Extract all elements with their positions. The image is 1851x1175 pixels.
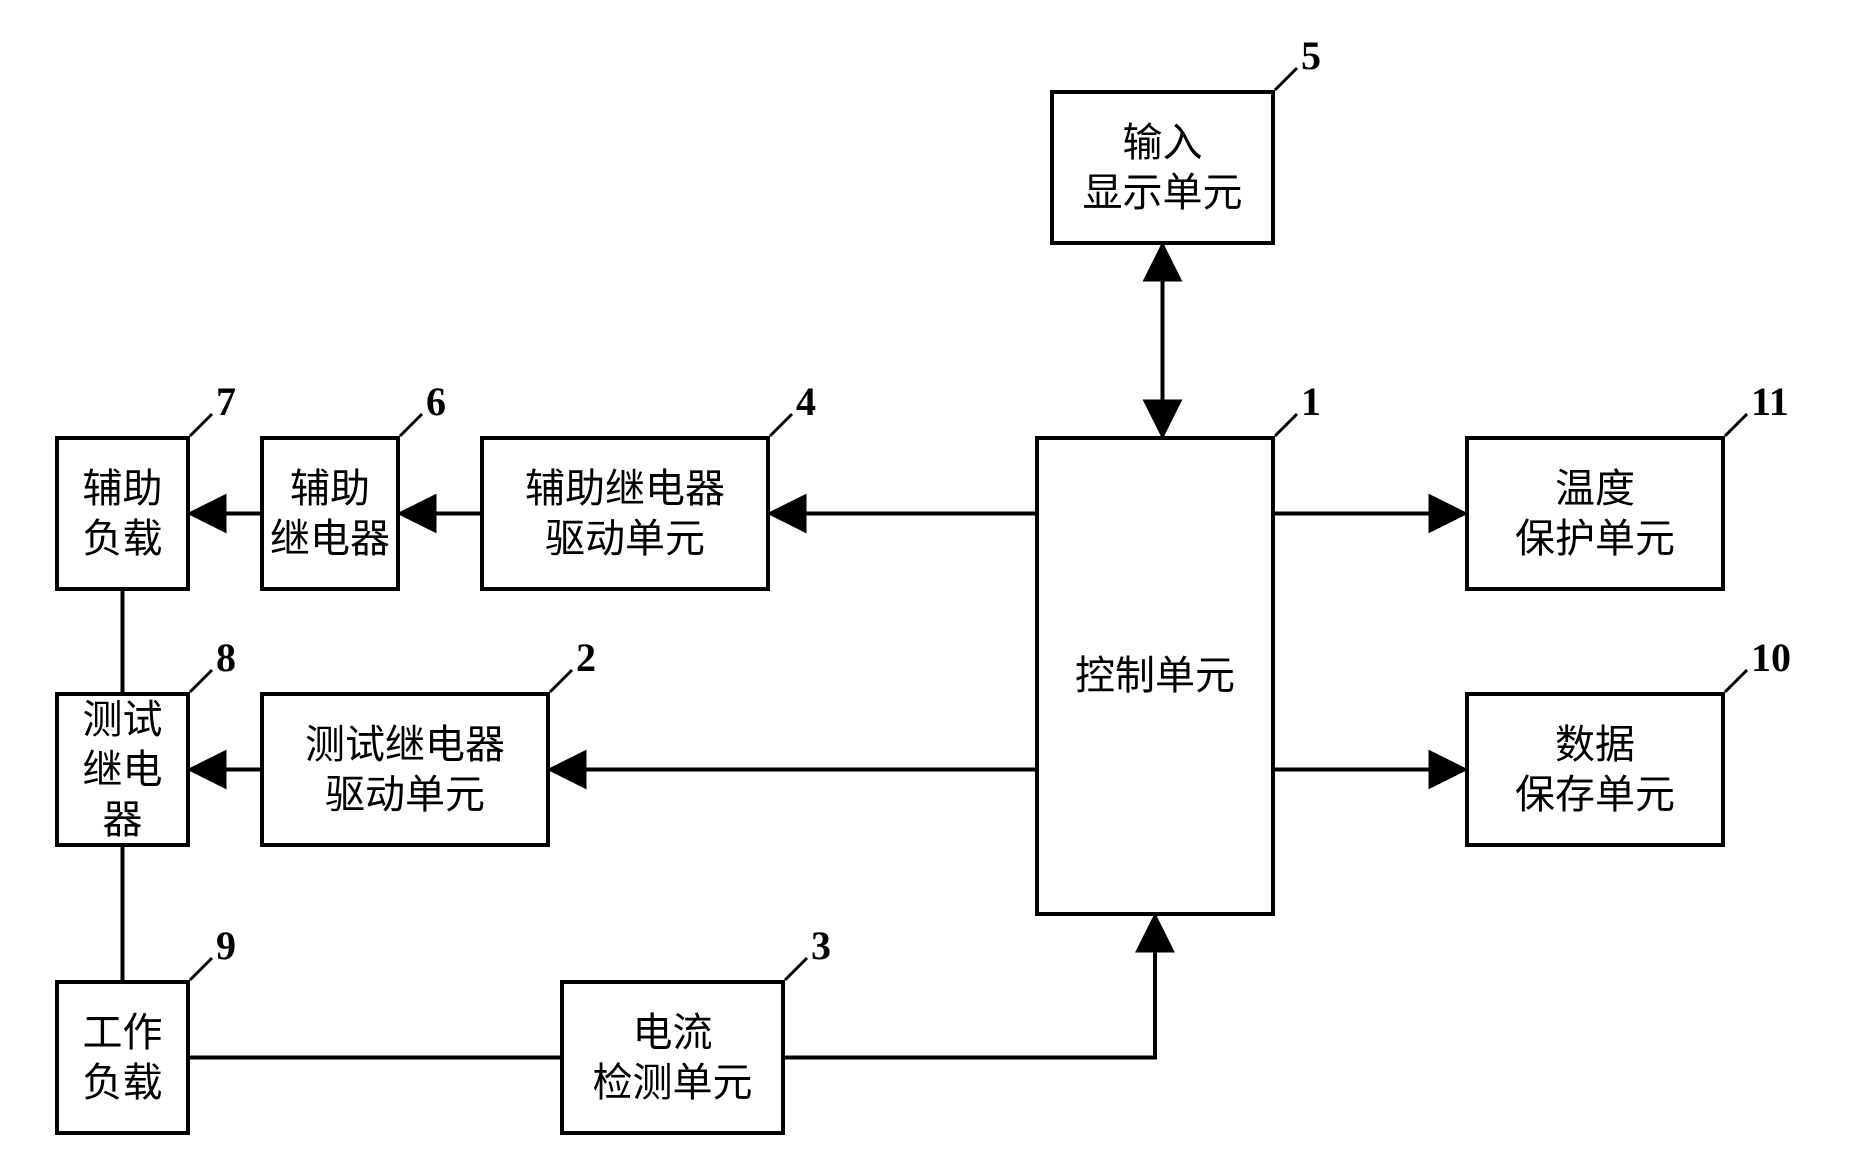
node-label: 输入 显示单元	[1083, 118, 1243, 218]
node-n5: 输入 显示单元	[1050, 90, 1275, 245]
node-id-label-n4: 4	[796, 378, 816, 425]
node-n8: 测试 继电器	[55, 692, 190, 847]
diagram-canvas: 控制单元测试继电器 驱动单元电流 检测单元 辅助继电器 驱动单元 输入 显示单元辅助…	[0, 0, 1851, 1175]
node-id-label-n5: 5	[1301, 32, 1321, 79]
node-id-label-n11: 11	[1751, 378, 1789, 425]
node-label: 辅助 继电器	[270, 464, 390, 564]
node-n6: 辅助 继电器	[260, 436, 400, 591]
node-label: 测试 继电器	[65, 695, 180, 845]
node-n7: 辅助 负载	[55, 436, 190, 591]
node-label: 测试继电器 驱动单元	[305, 720, 505, 820]
node-n11: 温度 保护单元	[1465, 436, 1725, 591]
node-n9: 工作 负载	[55, 980, 190, 1135]
node-id-label-n9: 9	[216, 922, 236, 969]
node-n3: 电流 检测单元	[560, 980, 785, 1135]
node-id-label-n2: 2	[576, 634, 596, 681]
node-id-label-n10: 10	[1751, 634, 1791, 681]
node-label: 辅助 负载	[83, 464, 163, 564]
node-n2: 测试继电器 驱动单元	[260, 692, 550, 847]
node-n1: 控制单元	[1035, 436, 1275, 916]
node-label: 电流 检测单元	[593, 1008, 753, 1108]
node-id-label-n3: 3	[811, 922, 831, 969]
node-label: 数据 保存单元	[1515, 720, 1675, 820]
node-n4: 辅助继电器 驱动单元	[480, 436, 770, 591]
node-id-label-n6: 6	[426, 378, 446, 425]
node-id-label-n7: 7	[216, 378, 236, 425]
node-label: 控制单元	[1075, 651, 1235, 701]
node-label: 工作 负载	[83, 1008, 163, 1108]
node-label: 辅助继电器 驱动单元	[525, 464, 725, 564]
node-label: 温度 保护单元	[1515, 464, 1675, 564]
node-id-label-n1: 1	[1301, 378, 1321, 425]
node-n10: 数据 保存单元	[1465, 692, 1725, 847]
node-id-label-n8: 8	[216, 634, 236, 681]
